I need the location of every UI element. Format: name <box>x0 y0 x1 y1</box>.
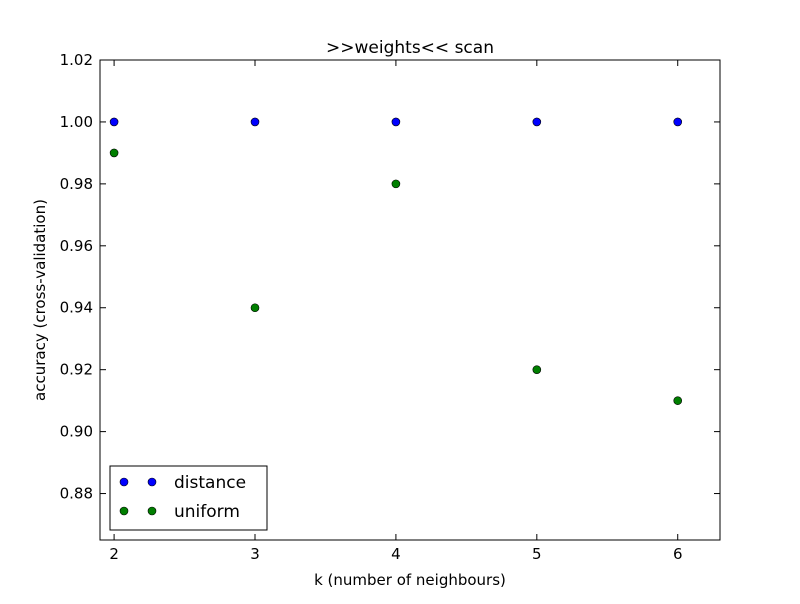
data-points <box>109 117 683 405</box>
x-tick-label: 2 <box>109 545 119 563</box>
legend-distance-marker-left <box>119 477 129 487</box>
data-point-uniform <box>250 303 260 313</box>
x-tick-label: 5 <box>532 545 542 563</box>
y-tick-label: 0.94 <box>60 299 93 317</box>
y-tick-label: 0.98 <box>60 175 93 193</box>
y-tick-label: 0.88 <box>60 485 93 503</box>
x-axis-label: k (number of neighbours) <box>314 571 506 589</box>
legend-label-distance: distance <box>174 473 246 493</box>
y-tick-label: 1.00 <box>60 113 93 131</box>
legend-uniform-marker-right <box>147 506 157 516</box>
y-tick-label: 1.02 <box>60 51 93 69</box>
legend-uniform-marker-left <box>119 506 129 516</box>
legend-box <box>109 465 268 531</box>
data-point-uniform <box>391 179 401 189</box>
legend-label-uniform: uniform <box>174 502 240 522</box>
data-point-uniform <box>109 148 119 158</box>
x-tick-label: 6 <box>673 545 683 563</box>
y-tick-label: 0.90 <box>60 423 93 441</box>
y-axis-label: accuracy (cross-validation) <box>31 199 49 401</box>
axis-ticks: 2 3 4 5 6 0.88 0.90 0.92 0.94 0.96 0.98 1.00 1.02 <box>60 51 720 563</box>
data-point-uniform <box>532 365 542 374</box>
data-point-uniform <box>673 396 683 405</box>
data-point-distance <box>391 117 401 127</box>
x-tick-label: 3 <box>250 545 260 563</box>
data-point-distance <box>673 117 683 127</box>
legend-distance-marker-right <box>147 477 157 487</box>
chart-title: >>weights<< scan <box>326 38 494 58</box>
x-tick-label: 4 <box>391 545 401 563</box>
legend: distance uniform <box>109 465 268 531</box>
data-point-distance <box>109 117 119 127</box>
plot-frame <box>99 59 721 541</box>
y-tick-label: 0.96 <box>60 237 93 255</box>
data-point-distance <box>250 117 260 127</box>
y-tick-label: 0.92 <box>60 361 93 379</box>
data-point-distance <box>532 117 542 127</box>
